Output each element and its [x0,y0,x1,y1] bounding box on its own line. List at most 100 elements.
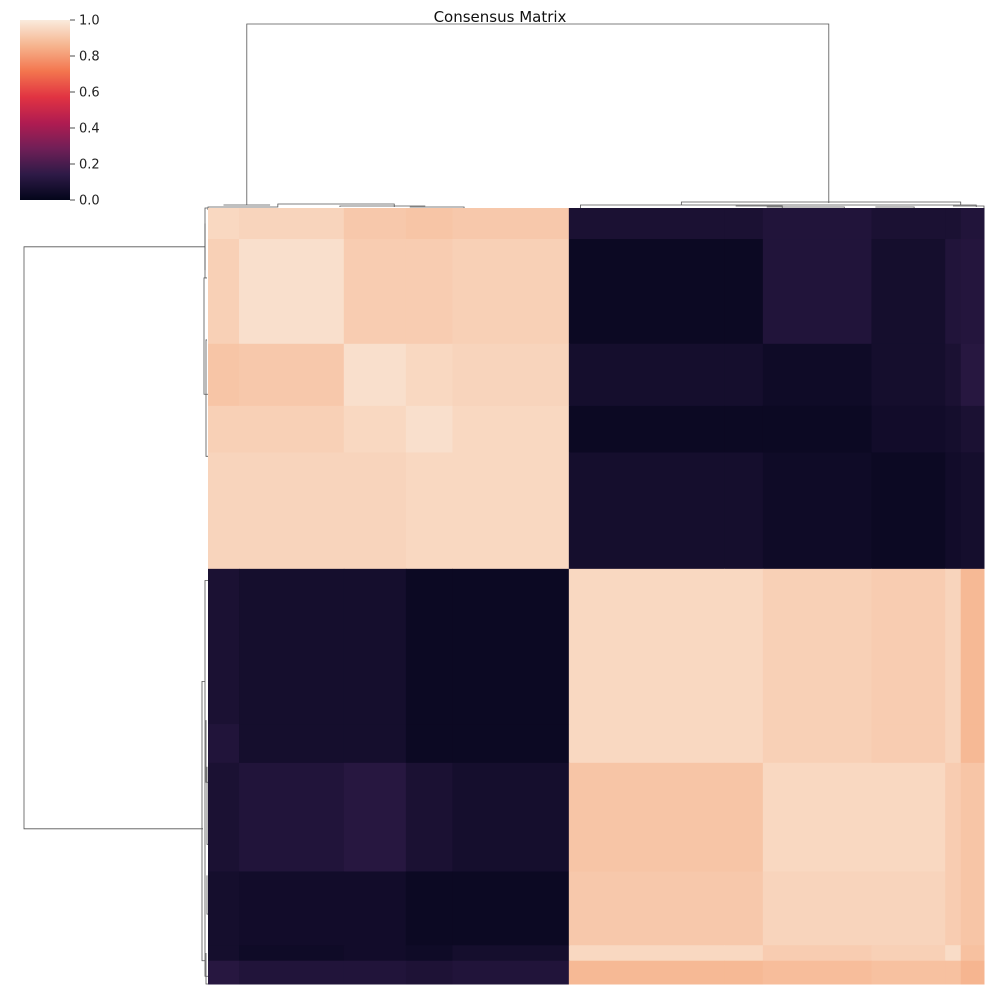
heatmap-cell [208,452,240,570]
heatmap-cell [945,568,962,725]
heatmap-cell [568,871,725,946]
heatmap-cell [343,762,407,872]
heatmap-cell [452,871,570,946]
heatmap-cell [239,568,345,725]
heatmap-cell [724,568,764,725]
heatmap-cell [724,239,764,345]
heatmap-cell [208,208,240,240]
heatmap-cell [724,208,764,240]
heatmap-cell [568,239,725,345]
heatmap-cell [762,960,872,985]
colorbar-tick-label: 0.2 [79,158,100,173]
heatmap-cell [343,724,407,764]
heatmap-cell [568,208,725,240]
left-dendrogram [23,207,209,985]
heatmap-cell [405,762,453,872]
heatmap-cell [568,452,725,570]
heatmap-cell [945,208,962,240]
heatmap-cell [452,239,570,345]
dendrogram-link [204,207,208,279]
heatmap-cell [239,960,345,985]
heatmap-cell [762,239,872,345]
heatmap-cell [405,343,453,407]
heatmap-cell [343,945,407,962]
heatmap-cell [568,945,725,962]
heatmap-cell [762,208,872,240]
heatmap-cell [239,405,345,453]
heatmap-cell [343,239,407,345]
heatmap-cell [871,452,946,570]
heatmap-cell [762,452,872,570]
heatmap-cell [762,568,872,725]
heatmap-cell [762,945,872,962]
heatmap-cell [568,343,725,407]
heatmap-cell [343,343,407,407]
heatmap-cell [452,762,570,872]
heatmap-cell [871,239,946,345]
heatmap-cell [568,568,725,725]
heatmap-cell [960,568,985,725]
dendrogram-link [205,339,208,457]
heatmap-cell [724,343,764,407]
heatmap-cell [960,452,985,570]
heatmap-cell [871,343,946,407]
heatmap-cell [762,405,872,453]
heatmap-cell [945,405,962,453]
heatmap-cell [208,960,240,985]
heatmap-cell [724,724,764,764]
heatmap-cell [405,239,453,345]
heatmap-cell [208,405,240,453]
heatmap-cell [405,724,453,764]
dendrogram-link [246,23,830,205]
heatmap-cell [452,208,570,240]
heatmap-cell [871,405,946,453]
dendrogram-link [580,204,977,208]
dendrogram-link [277,203,395,207]
heatmap-cell [945,452,962,570]
heatmap-cell [452,568,570,725]
heatmap-cell [871,208,946,240]
heatmap-cell [405,960,453,985]
chart-title: Consensus Matrix [434,8,567,26]
heatmap-cell [343,405,407,453]
heatmap-cell [208,945,240,962]
heatmap-cell [343,452,407,570]
dendrogram-link [23,246,205,830]
heatmap-cell [239,724,345,764]
heatmap-cell [945,724,962,764]
heatmap-cell [452,452,570,570]
heatmap-cell [452,960,570,985]
heatmap-cell [871,960,946,985]
heatmap-cell [871,945,946,962]
heatmap-cell [239,871,345,946]
heatmap-cell [724,405,764,453]
heatmap-cell [945,239,962,345]
heatmap-cell [405,568,453,725]
heatmap-cell [960,762,985,872]
colorbar: 0.0 0.2 0.4 0.6 0.8 1.0 [20,14,100,209]
colorbar-tick-label: 1.0 [79,14,100,29]
heatmap-cell [762,724,872,764]
heatmap-cell [871,568,946,725]
dendrogram-link [204,580,208,977]
heatmap-cell [960,239,985,345]
heatmap-cell [208,239,240,345]
heatmap-cell [208,343,240,407]
top-dendrogram [207,23,985,210]
heatmap-cell [945,762,962,872]
heatmap-cell [208,762,240,872]
heatmap-cell [871,762,946,872]
heatmap-cell [208,724,240,764]
heatmap-cell [568,762,725,872]
heatmap-cell [405,208,453,240]
heatmap-cell [239,239,345,345]
colorbar-tick-label: 0.0 [79,194,100,209]
heatmap-cell [405,452,453,570]
heatmap-cell [724,945,764,962]
heatmap-cell [960,405,985,453]
heatmap-cell [452,343,570,407]
heatmap-cell [239,343,345,407]
heatmap-cell [568,724,725,764]
heatmap-cell [452,405,570,453]
heatmap-cell [762,343,872,407]
